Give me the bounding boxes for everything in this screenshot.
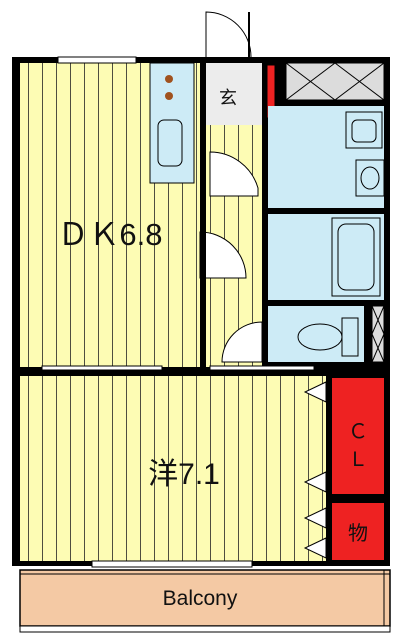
closet-label-bottom: Ｌ <box>348 449 368 471</box>
interior-wall <box>200 63 206 367</box>
balcony-label: Balcony <box>163 587 238 610</box>
toilet-shelf-cross <box>371 305 385 335</box>
closet-door-mark <box>303 471 327 493</box>
entrance-door <box>205 11 252 58</box>
closet-door-mark <box>303 381 327 403</box>
washing-machine-drain <box>360 166 380 190</box>
dk-door <box>199 231 247 279</box>
bathtub-inner <box>337 223 375 291</box>
storage-door-mark <box>303 507 327 529</box>
stove-burner <box>165 75 173 83</box>
storage-box-cross <box>285 62 336 101</box>
storage <box>332 503 384 560</box>
toilet-shelf-cross <box>371 333 385 363</box>
toilet-door <box>221 321 263 363</box>
entrance <box>206 63 262 125</box>
toilet-bowl <box>297 323 343 351</box>
balcony-window <box>91 560 253 568</box>
storage-label: 物 <box>348 522 368 545</box>
wash-basin-bowl <box>351 119 377 143</box>
balcony <box>19 569 391 627</box>
entrance-label: 玄 <box>219 88 237 108</box>
interior-wall <box>20 367 326 376</box>
toilet-tank <box>341 317 359 357</box>
western-room <box>20 376 326 561</box>
storage-box-cross <box>334 62 385 101</box>
balcony-edge <box>19 625 391 633</box>
kitchen-sink <box>157 119 183 167</box>
closet <box>332 378 384 494</box>
window <box>57 56 137 64</box>
hallway-door <box>209 151 259 197</box>
storage-box <box>285 62 385 101</box>
western-room-label: 洋7.1 <box>148 458 220 491</box>
closet-label-top: Ｃ <box>348 421 368 443</box>
toilet-shelf <box>371 305 385 363</box>
window <box>41 365 163 371</box>
dk-room-label: ＤＫ6.8 <box>57 217 162 252</box>
stove-burner <box>165 92 173 100</box>
window <box>209 365 315 371</box>
storage-door-mark <box>303 537 327 559</box>
